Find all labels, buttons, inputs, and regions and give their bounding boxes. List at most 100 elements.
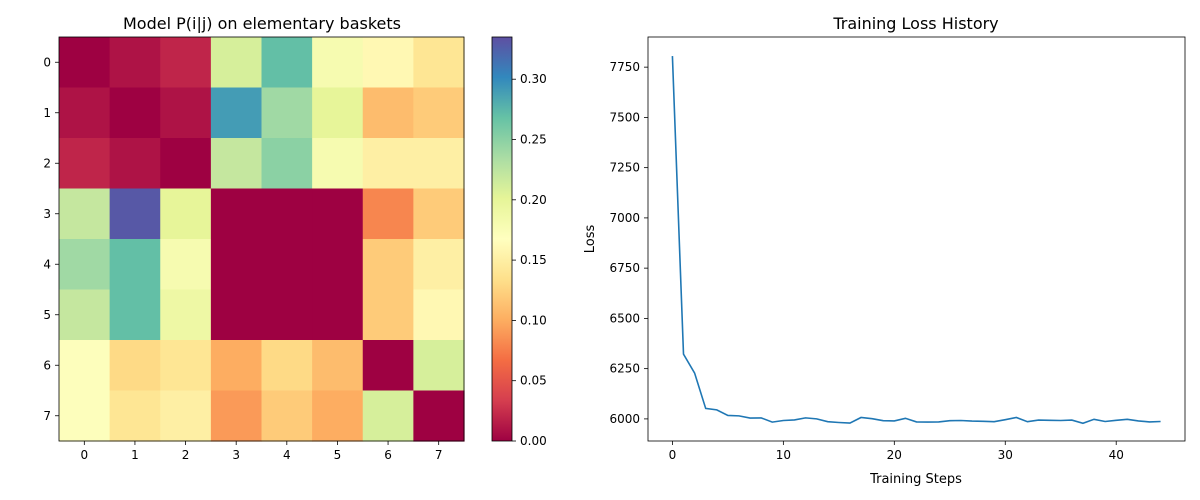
heatmap-y-tick-label: 4 xyxy=(43,257,51,271)
heatmap-cell xyxy=(210,188,263,240)
heatmap-x-tick-label: 0 xyxy=(80,448,88,462)
heatmap-cell xyxy=(160,340,212,392)
heatmap-y-tick-label: 2 xyxy=(43,156,51,170)
heatmap-cell xyxy=(362,87,414,139)
loss-frame xyxy=(647,36,1186,442)
loss-title: Training Loss History xyxy=(832,14,998,33)
loss-y-tick-label: 6750 xyxy=(609,261,640,275)
heatmap-y-tick-label: 0 xyxy=(43,55,51,69)
heatmap-y-tick-label: 6 xyxy=(43,358,51,372)
heatmap-frame xyxy=(58,36,465,442)
heatmap-x-tick-label: 2 xyxy=(182,448,190,462)
heatmap-cell xyxy=(362,188,414,240)
heatmap-cell xyxy=(210,340,263,392)
heatmap-cell xyxy=(210,87,263,139)
heatmap-cells xyxy=(59,37,465,442)
heatmap-cell xyxy=(362,390,414,442)
heatmap-cell xyxy=(413,289,465,341)
heatmap-cell xyxy=(261,188,313,240)
heatmap-title: Model P(i|j) on elementary baskets xyxy=(123,14,401,33)
colorbar-ticks: 0.00 0.05 0.10 0.15 0.20 0.25 0.30 xyxy=(512,72,547,448)
colorbar-tick-label: 0.05 xyxy=(520,374,547,388)
heatmap-cell xyxy=(59,138,111,190)
heatmap-cell xyxy=(312,188,364,240)
colorbar-frame xyxy=(491,36,513,442)
heatmap-cell xyxy=(261,340,313,392)
heatmap-cell xyxy=(59,37,111,89)
heatmap-cell xyxy=(261,289,313,341)
heatmap-chart: Model P(i|j) on elementary baskets 0 1 2 3 4… xyxy=(43,14,465,462)
heatmap-cell xyxy=(362,37,414,89)
heatmap-cell xyxy=(59,390,111,442)
heatmap-cell xyxy=(59,289,111,341)
loss-y-tick-label: 6000 xyxy=(609,412,640,426)
heatmap-cell xyxy=(413,87,465,139)
heatmap-x-tick-label: 6 xyxy=(384,448,392,462)
heatmap-cell xyxy=(312,37,364,89)
loss-x-tick-label: 10 xyxy=(776,448,791,462)
heatmap-y-ticks: 0 1 2 3 4 5 6 7 xyxy=(43,55,59,423)
colorbar-tick-label: 0.15 xyxy=(520,253,547,267)
heatmap-cell xyxy=(312,340,364,392)
heatmap-cell xyxy=(160,289,212,341)
heatmap-x-tick-label: 4 xyxy=(283,448,291,462)
heatmap-cell xyxy=(413,37,465,89)
heatmap-cell xyxy=(312,289,364,341)
heatmap-cell xyxy=(413,188,465,240)
colorbar-tick-label: 0.25 xyxy=(520,133,547,147)
heatmap-y-tick-label: 5 xyxy=(43,308,51,322)
loss-y-tick-label: 6250 xyxy=(609,362,640,376)
heatmap-cell xyxy=(59,239,111,291)
heatmap-cell xyxy=(160,239,212,291)
colorbar-tick-label: 0.20 xyxy=(520,193,547,207)
colorbar: 0.00 0.05 0.10 0.15 0.20 0.25 0.30 xyxy=(491,36,547,448)
loss-x-tick-label: 30 xyxy=(998,448,1013,462)
heatmap-cell xyxy=(312,239,364,291)
loss-y-tick-label: 6500 xyxy=(609,311,640,325)
heatmap-cell xyxy=(160,87,212,139)
heatmap-cell xyxy=(210,289,263,341)
loss-plot-area xyxy=(648,37,1185,441)
heatmap-cell xyxy=(261,87,313,139)
heatmap-cell xyxy=(312,390,364,442)
heatmap-cell xyxy=(59,87,111,139)
colorbar-tick-label: 0.10 xyxy=(520,313,547,327)
heatmap-cell xyxy=(109,188,161,240)
heatmap-cell xyxy=(413,390,465,442)
heatmap-cell xyxy=(160,37,212,89)
colorbar-tick-label: 0.30 xyxy=(520,72,547,86)
heatmap-cell xyxy=(210,37,263,89)
heatmap-x-ticks: 0 1 2 3 4 5 6 7 xyxy=(80,441,443,462)
heatmap-cell xyxy=(160,188,212,240)
heatmap-cell xyxy=(261,390,313,442)
loss-y-tick-label: 7000 xyxy=(609,211,640,225)
heatmap-cell xyxy=(261,138,313,190)
heatmap-x-tick-label: 3 xyxy=(232,448,240,462)
heatmap-cell xyxy=(109,289,161,341)
heatmap-y-tick-label: 1 xyxy=(43,106,51,120)
loss-chart: Training Loss History 0 10 20 30 40 6000 6250… xyxy=(583,14,1186,487)
loss-y-ticks: 6000 6250 6500 6750 7000 7250 7500 7750 xyxy=(609,60,648,426)
loss-x-ticks: 0 10 20 30 40 xyxy=(669,441,1124,462)
heatmap-cell xyxy=(109,138,161,190)
heatmap-cell xyxy=(59,188,111,240)
heatmap-cell xyxy=(109,37,161,89)
colorbar-gradient xyxy=(492,37,512,441)
heatmap-x-tick-label: 5 xyxy=(334,448,342,462)
loss-y-label: Loss xyxy=(583,225,598,254)
loss-y-tick-label: 7500 xyxy=(609,110,640,124)
heatmap-x-tick-label: 7 xyxy=(435,448,443,462)
heatmap-cell xyxy=(109,239,161,291)
loss-x-tick-label: 40 xyxy=(1109,448,1124,462)
heatmap-x-tick-label: 1 xyxy=(131,448,139,462)
heatmap-cell xyxy=(109,87,161,139)
heatmap-cell xyxy=(362,340,414,392)
heatmap-cell xyxy=(109,390,161,442)
heatmap-cell xyxy=(210,390,263,442)
loss-x-tick-label: 0 xyxy=(669,448,677,462)
loss-y-tick-label: 7250 xyxy=(609,161,640,175)
heatmap-y-tick-label: 3 xyxy=(43,207,51,221)
loss-y-tick-label: 7750 xyxy=(609,60,640,74)
heatmap-cell xyxy=(160,138,212,190)
heatmap-cell xyxy=(160,390,212,442)
